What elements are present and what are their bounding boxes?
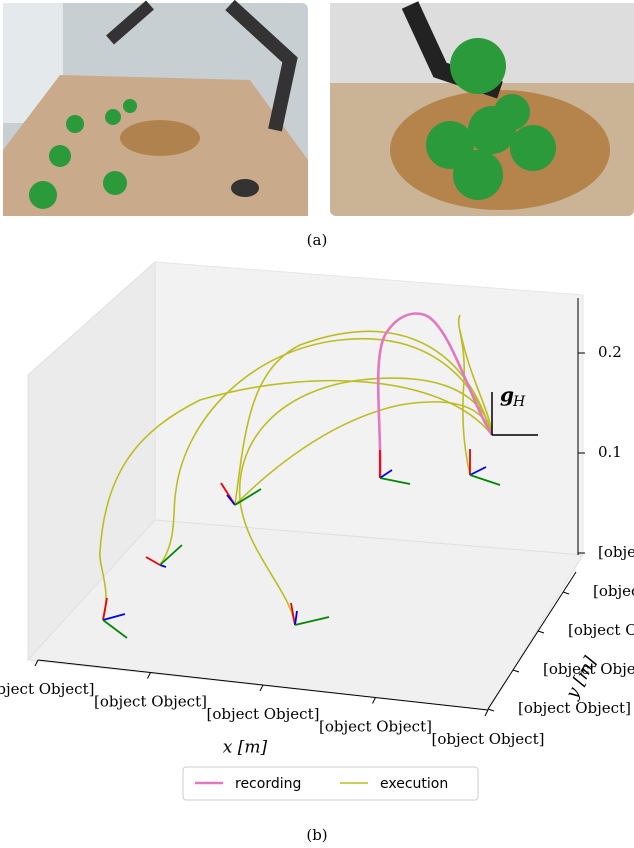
- tick-label: [object Object]: [0, 680, 94, 698]
- tick-label: [object Object]: [319, 718, 432, 736]
- tick-mark: [488, 709, 494, 711]
- tick-label: [object Object]: [518, 699, 631, 717]
- caption-b: (b): [306, 826, 327, 844]
- tick-label: 0.2: [598, 343, 622, 361]
- tick-mark: [538, 631, 544, 633]
- tick-label: [object Object]: [432, 730, 545, 748]
- tick-label: [object Object]: [94, 693, 207, 711]
- tick-label: [object Object]: [593, 582, 634, 600]
- photo-left: [3, 3, 308, 216]
- goal-label: g: [500, 383, 514, 407]
- photo-right: [330, 3, 634, 216]
- tick-label: 0.1: [598, 443, 622, 461]
- legend-label: recording: [235, 776, 301, 792]
- legend: recording execution: [183, 767, 478, 800]
- goal-label-sub: H: [512, 394, 526, 410]
- tick-label: [object Object]: [598, 543, 634, 561]
- tick-label: [object Object]: [207, 705, 320, 723]
- legend-label: execution: [380, 776, 448, 792]
- tick-label: [object Object]: [543, 660, 634, 678]
- figure: (a) g H x [m] y [m] recordingexecution (…: [0, 0, 634, 848]
- caption-a: (a): [307, 231, 328, 249]
- tick-mark: [513, 670, 519, 672]
- x-axis-label: x [m]: [223, 738, 268, 758]
- tick-mark: [260, 685, 263, 691]
- tick-mark: [563, 592, 569, 594]
- tick-mark: [485, 710, 488, 716]
- tick-mark: [373, 698, 376, 704]
- tick-label: [object Object]: [568, 621, 634, 639]
